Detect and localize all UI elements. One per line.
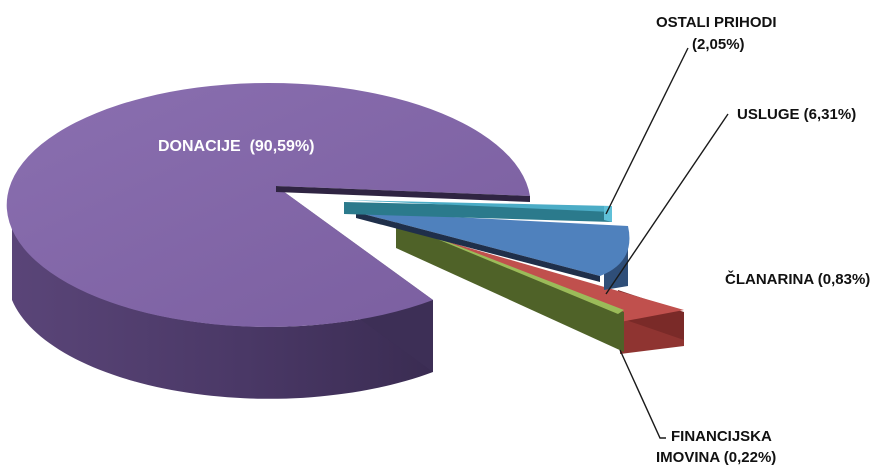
leader-line-financijska-imovina: [619, 349, 666, 439]
slice-donacije: [6, 82, 530, 399]
label-ostali-prihodi-line2: (2,05%): [692, 36, 745, 53]
slice-clanarina-front: [620, 318, 684, 354]
label-usluge: USLUGE (6,31%): [737, 106, 856, 123]
label-clanarina: ČLANARINA (0,83%): [725, 270, 870, 288]
slice-usluge: [356, 212, 630, 290]
slice-usluge-top: [356, 212, 630, 276]
slice-donacije-top: [6, 82, 530, 327]
slice-ostali-top: [344, 200, 612, 212]
slice-donacije-side: [12, 228, 433, 399]
leader-line-usluge: [605, 113, 729, 295]
slice-donacije-inner-wall: [276, 186, 530, 202]
label-donacije: DONACIJE (90,59%): [158, 138, 315, 155]
slice-ostali-tip: [604, 206, 612, 222]
slice-fin-top: [396, 222, 624, 314]
label-financijska-line1: FINANCIJSKA: [671, 428, 772, 445]
leader-line-ostali-prihodi: [605, 47, 689, 215]
slice-usluge-inner: [356, 212, 600, 282]
slice-fin-side: [396, 222, 624, 352]
slice-ostali-prihodi: [344, 200, 612, 222]
label-financijska-line2: IMOVINA (0,22%): [656, 449, 776, 465]
slice-financijska-imovina: [396, 222, 624, 352]
label-ostali-prihodi-line1: OSTALI PRIHODI: [656, 14, 777, 31]
